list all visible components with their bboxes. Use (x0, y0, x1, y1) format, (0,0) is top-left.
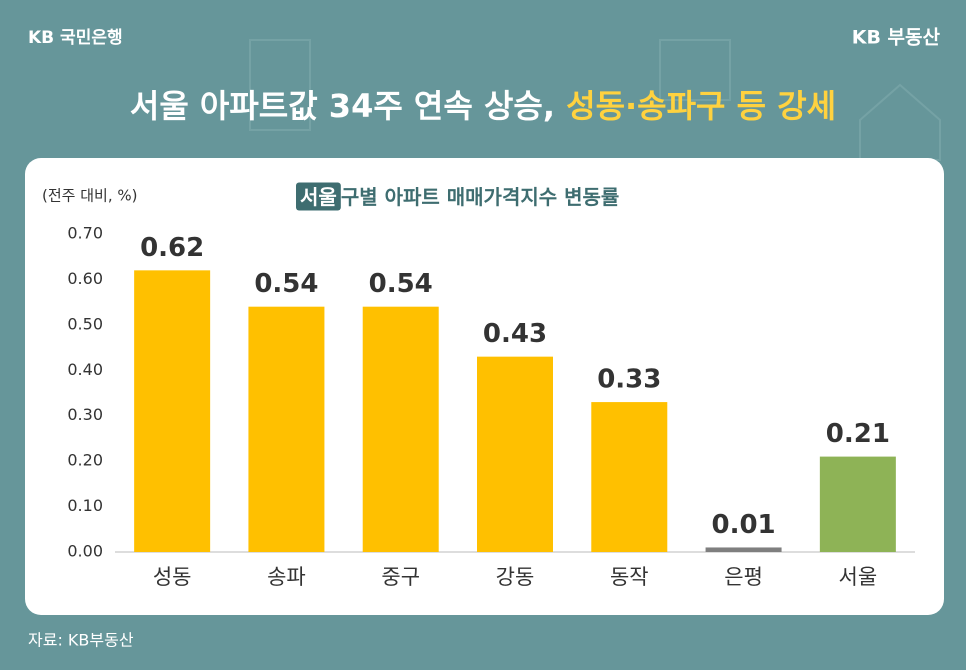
chart-title: 서울 구별 아파트 매매가격지수 변동률 (296, 182, 619, 211)
y-tick-label: 0.10 (67, 496, 103, 515)
bar (134, 270, 211, 552)
value-label: 0.01 (711, 510, 775, 540)
chart-title-text: 서울 구별 아파트 매매가격지수 변동률 (300, 185, 619, 209)
x-tick-label: 송파 (267, 565, 306, 589)
source: 자료: KB부동산 (28, 631, 134, 650)
y-tick-label: 0.70 (67, 224, 103, 243)
x-tick-label: 중구 (381, 565, 420, 589)
x-tick-label: 동작 (610, 565, 649, 589)
decoration (29, 39, 941, 291)
logo: KB 국민은행 (28, 28, 123, 48)
bar (248, 306, 325, 552)
value-label: 0.21 (826, 419, 890, 449)
y-tick-label: 0.50 (67, 314, 103, 333)
y-tick-label: 0.40 (67, 360, 103, 379)
value-label: 0.62 (140, 233, 204, 263)
bar (705, 547, 782, 552)
title-main: 서울 아파트값 34주 연속 상승, (130, 87, 566, 125)
y-tick-label: 0.30 (67, 405, 103, 424)
y-tick-label: 0.00 (67, 542, 103, 561)
title-highlight-box (296, 182, 341, 211)
title-highlight: 성동·송파구 등 강세 (566, 87, 836, 125)
x-tick-label: 강동 (496, 565, 535, 589)
chart-title-main: 구별 아파트 매매가격지수 변동률 (341, 185, 620, 209)
x-tick-label: 서울 (839, 565, 878, 589)
value-label: 0.43 (483, 319, 547, 349)
x-tick-label: 성동 (153, 565, 192, 589)
bar (591, 402, 668, 552)
brand: KB 부동산 (852, 27, 941, 49)
y-tick-label: 0.60 (67, 269, 103, 288)
value-label: 0.33 (597, 365, 661, 395)
chart-title-highlight: 서울 (300, 185, 337, 209)
page-title: 서울 아파트값 34주 연속 상승, 성동·송파구 등 강세 (130, 87, 836, 125)
y-axis-label: (전주 대비, %) (42, 187, 137, 205)
x-tick-label: 은평 (724, 565, 763, 589)
bar (477, 356, 553, 552)
value-label: 0.54 (369, 269, 433, 299)
value-label: 0.54 (254, 269, 318, 299)
bar (362, 306, 439, 552)
bar (819, 456, 896, 552)
y-tick-label: 0.20 (67, 451, 103, 470)
